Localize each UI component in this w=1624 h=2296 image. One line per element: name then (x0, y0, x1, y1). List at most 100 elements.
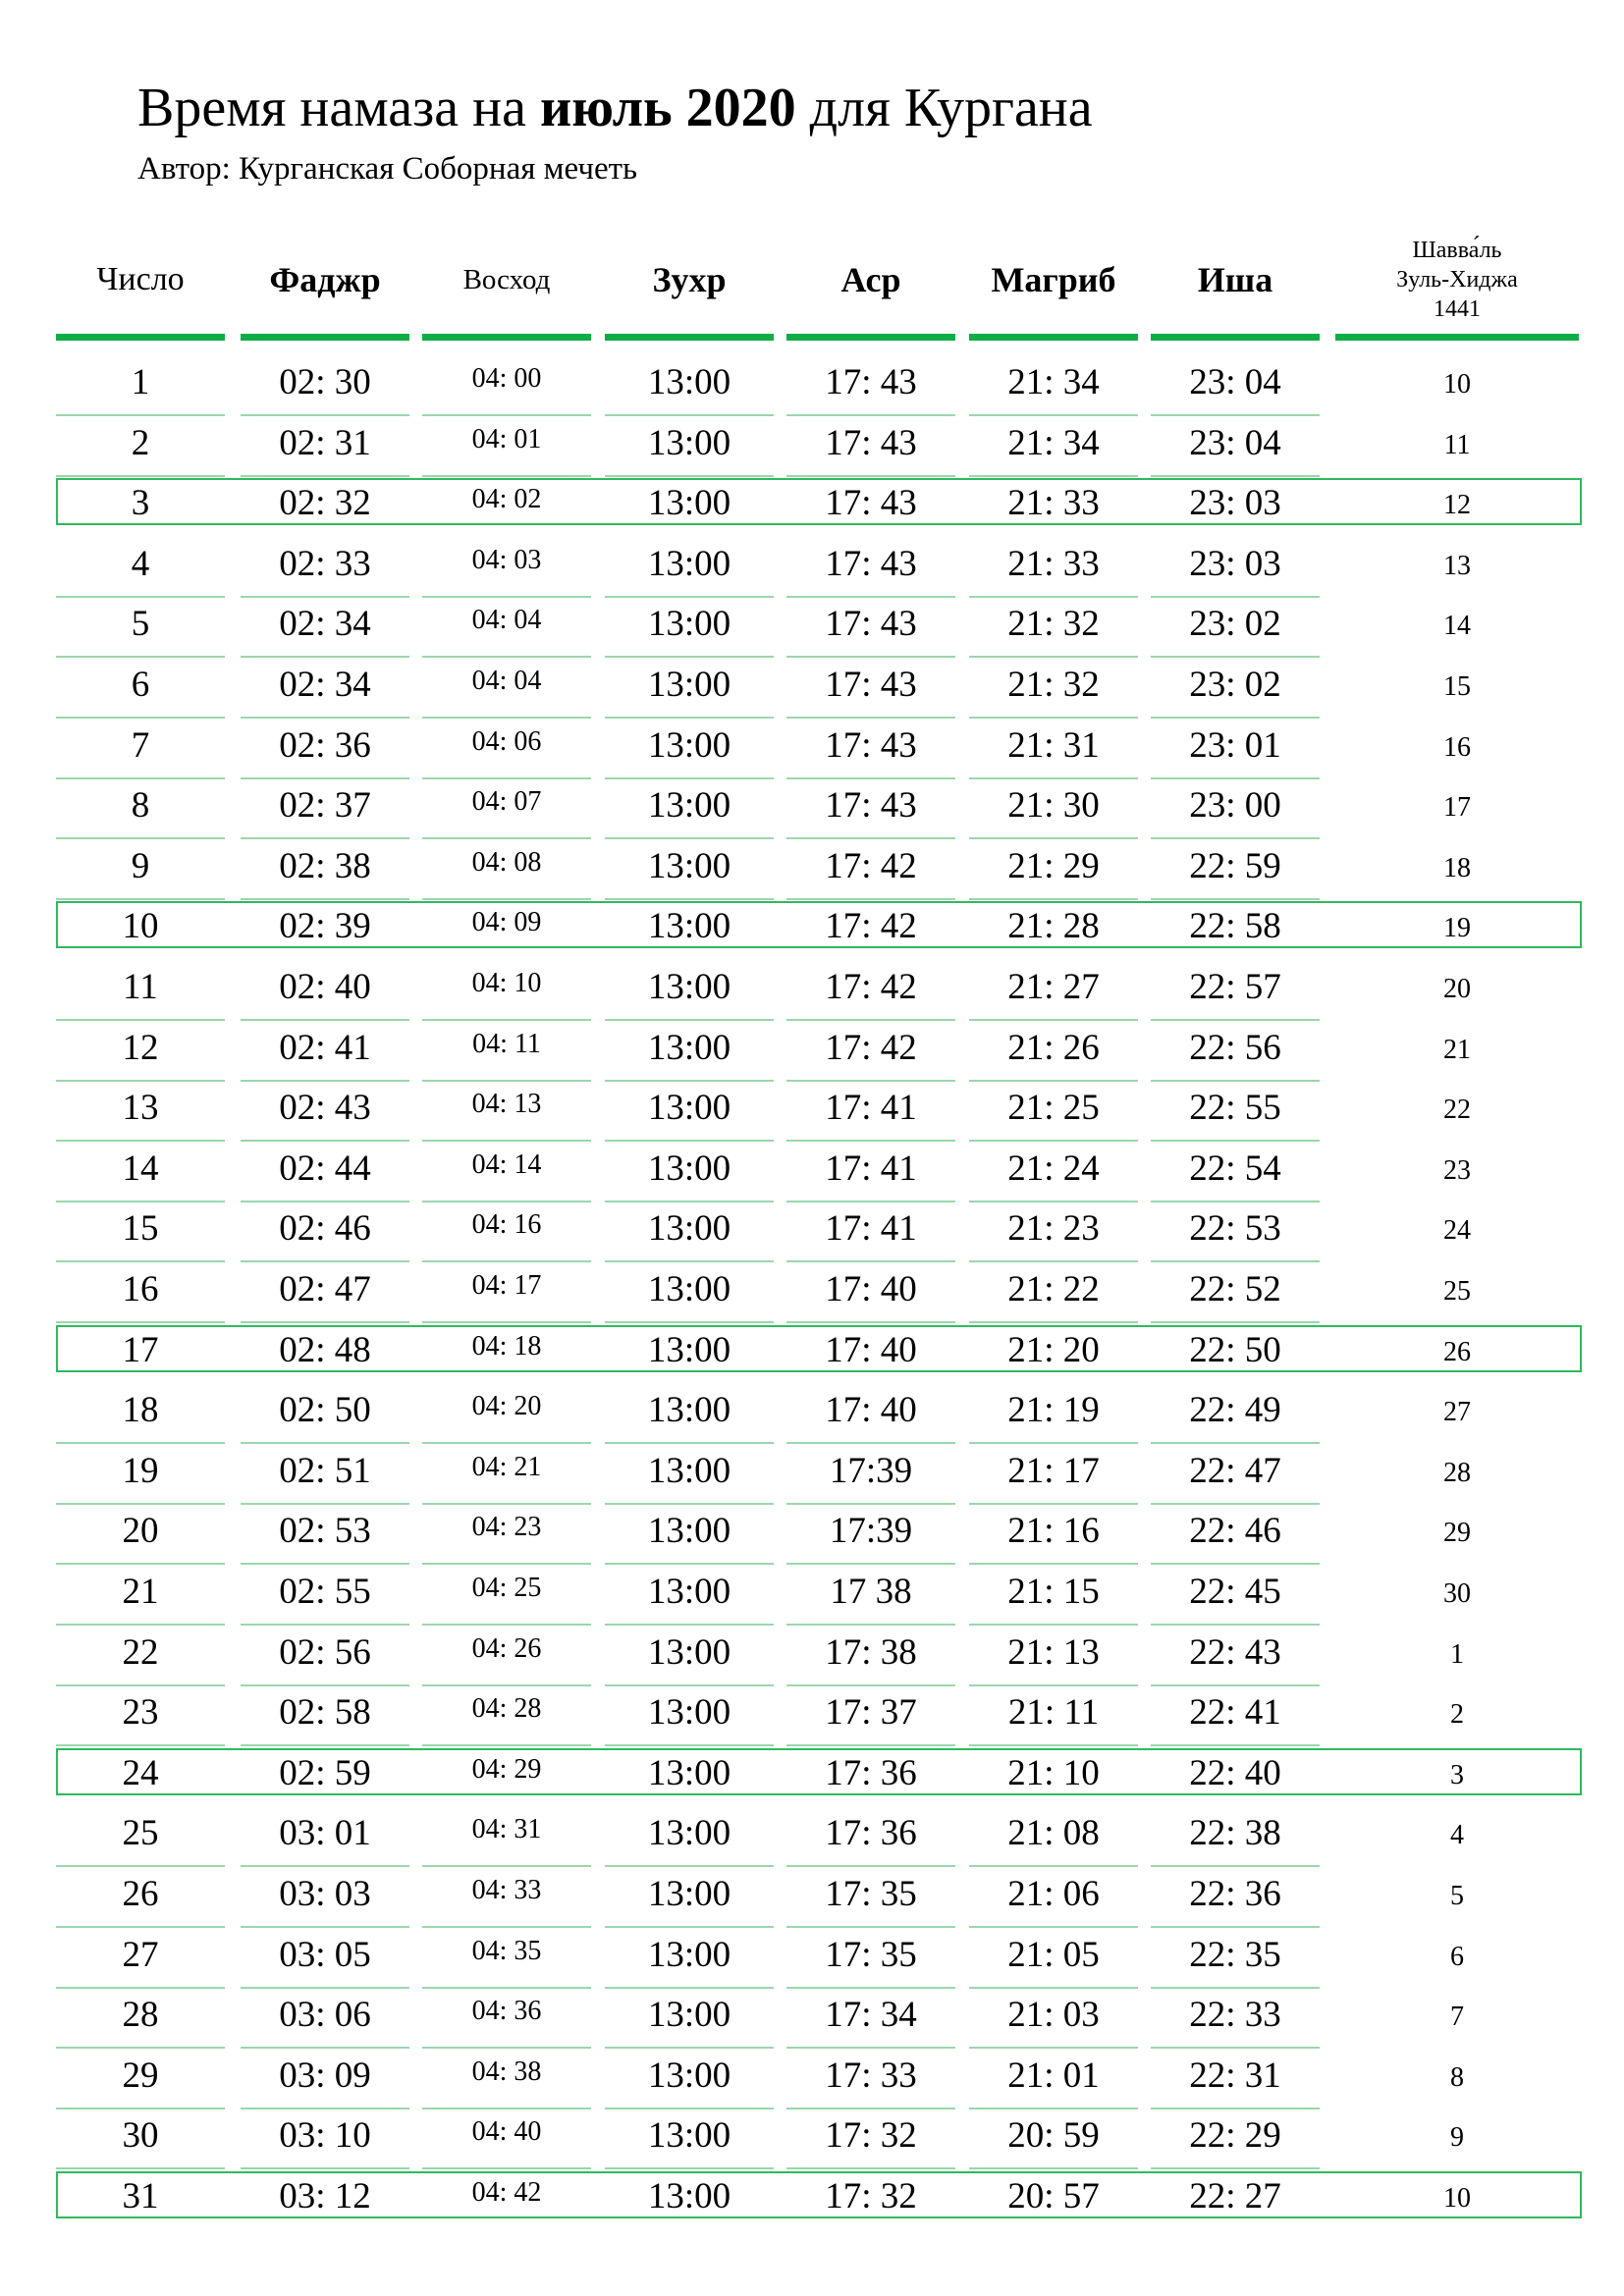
cell-underline (605, 1744, 774, 1746)
page-title: Время намаза на июль 2020 для Кургана (137, 77, 1093, 139)
cell-underline (1151, 1019, 1320, 1021)
cell-isha: 23: 01 (1189, 725, 1281, 766)
cell-sunrise: 04: 08 (471, 847, 542, 878)
cell-underline (241, 2108, 409, 2109)
cell-dhuhr: 13:00 (647, 665, 731, 705)
cell-underline (605, 1321, 774, 1323)
cell-fajr: 03: 12 (279, 2176, 371, 2216)
cell-underline (969, 1321, 1138, 1323)
table-row: 17 02: 48 04: 18 13:00 17: 40 21: 20 22: 50 26 (0, 1321, 1624, 1382)
cell-isha: 23: 02 (1189, 604, 1281, 644)
cell-asr: 17: 42 (825, 906, 917, 946)
cell-isha: 22: 46 (1189, 1511, 1281, 1551)
cell-underline (241, 1201, 409, 1202)
cell-underline (786, 2167, 955, 2169)
cell-isha: 23: 03 (1189, 483, 1281, 523)
cell-underline (56, 414, 225, 416)
cell-hijri: 7 (1450, 2002, 1464, 2032)
table-row: 9 02: 38 04: 08 13:00 17: 42 21: 29 22: 59 18 (0, 837, 1624, 900)
cell-fajr: 02: 32 (279, 483, 371, 523)
cell-hijri: 6 (1450, 1942, 1464, 1972)
cell-dhuhr: 13:00 (647, 2176, 731, 2216)
cell-underline (1151, 1563, 1320, 1565)
cell-sunrise: 04: 23 (471, 1512, 542, 1542)
cell-underline (422, 1503, 591, 1505)
cell-underline (422, 1442, 591, 1444)
cell-day: 20 (122, 1511, 159, 1551)
table-row: 31 03: 12 04: 42 13:00 17: 32 20: 57 22: 27 10 (0, 2167, 1624, 2228)
cell-dhuhr: 13:00 (647, 1632, 731, 1673)
cell-underline (969, 1563, 1138, 1565)
cell-underline (56, 1624, 225, 1626)
cell-underline (605, 777, 774, 779)
cell-underline (56, 2108, 225, 2109)
cell-underline (241, 1140, 409, 1142)
cell-maghrib: 20: 57 (1007, 2176, 1100, 2216)
cell-underline (422, 1624, 591, 1626)
cell-underline (241, 717, 409, 719)
cell-underline (56, 2047, 225, 2049)
cell-hijri: 28 (1443, 1458, 1471, 1488)
cell-asr: 17: 42 (825, 967, 917, 1007)
cell-underline (241, 837, 409, 839)
cell-fajr: 02: 46 (279, 1208, 371, 1249)
cell-sunrise: 04: 31 (471, 1814, 542, 1844)
cell-sunrise: 04: 09 (471, 907, 542, 937)
cell-underline (969, 898, 1138, 900)
cell-maghrib: 21: 20 (1007, 1330, 1100, 1370)
cell-underline (969, 1442, 1138, 1444)
cell-underline (1151, 898, 1320, 900)
page-subtitle: Автор: Курганская Соборная мечеть (137, 151, 638, 187)
cell-underline (56, 1080, 225, 1082)
cell-underline (241, 1503, 409, 1505)
table-row: 23 02: 58 04: 28 13:00 17: 37 21: 11 22: 41 2 (0, 1683, 1624, 1746)
cell-underline (241, 596, 409, 598)
column-header-asr: Аср (840, 260, 901, 299)
cell-underline (56, 1503, 225, 1505)
cell-underline (605, 1503, 774, 1505)
week-highlight-frame (56, 478, 1582, 525)
cell-underline (241, 2167, 409, 2169)
cell-underline (1151, 475, 1320, 477)
cell-underline (605, 1926, 774, 1928)
cell-underline (969, 1744, 1138, 1746)
cell-underline (605, 2108, 774, 2109)
cell-day: 28 (122, 1995, 159, 2035)
table-row: 25 03: 01 04: 31 13:00 17: 36 21: 08 22: 38 4 (0, 1804, 1624, 1867)
cell-maghrib: 21: 34 (1007, 423, 1100, 463)
cell-dhuhr: 13:00 (647, 1935, 731, 1975)
cell-underline (422, 1080, 591, 1082)
cell-sunrise: 04: 11 (472, 1029, 541, 1059)
cell-underline (56, 1865, 225, 1867)
cell-maghrib: 21: 33 (1007, 483, 1100, 523)
cell-dhuhr: 13:00 (647, 1995, 731, 2035)
week-highlight-frame (56, 1748, 1582, 1795)
cell-underline (422, 656, 591, 658)
cell-underline (422, 2108, 591, 2109)
cell-fajr: 02: 31 (279, 423, 371, 463)
cell-isha: 22: 55 (1189, 1088, 1281, 1128)
cell-isha: 23: 04 (1189, 423, 1281, 463)
cell-underline (605, 717, 774, 719)
cell-underline (969, 1503, 1138, 1505)
cell-day: 8 (131, 785, 150, 826)
cell-hijri: 9 (1450, 2122, 1464, 2153)
cell-maghrib: 21: 32 (1007, 604, 1100, 644)
cell-day: 7 (131, 725, 150, 766)
cell-asr: 17: 34 (825, 1995, 917, 2035)
hijri-month-1: Шавва́ль (1412, 238, 1502, 263)
cell-sunrise: 04: 16 (471, 1209, 542, 1240)
cell-isha: 22: 54 (1189, 1148, 1281, 1189)
cell-dhuhr: 13:00 (647, 1269, 731, 1309)
header-underline (786, 334, 955, 341)
cell-underline (56, 1321, 225, 1323)
cell-fajr: 02: 37 (279, 785, 371, 826)
cell-day: 4 (131, 544, 150, 584)
cell-underline (56, 2167, 225, 2169)
cell-underline (969, 2167, 1138, 2169)
cell-underline (241, 1865, 409, 1867)
cell-hijri: 17 (1443, 792, 1471, 823)
cell-hijri: 22 (1443, 1095, 1471, 1125)
cell-underline (605, 1260, 774, 1262)
cell-maghrib: 21: 34 (1007, 362, 1100, 402)
